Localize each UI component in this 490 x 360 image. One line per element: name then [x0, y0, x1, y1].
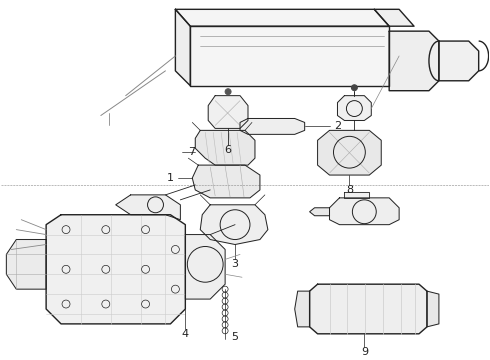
Text: 9: 9	[361, 347, 368, 357]
Polygon shape	[439, 41, 479, 81]
Polygon shape	[190, 26, 389, 86]
Text: 3: 3	[232, 259, 239, 269]
Polygon shape	[192, 165, 260, 198]
Polygon shape	[318, 130, 381, 175]
Polygon shape	[389, 31, 439, 91]
Text: 4: 4	[182, 329, 189, 339]
Polygon shape	[116, 195, 180, 220]
Polygon shape	[208, 96, 248, 129]
Text: 8: 8	[346, 185, 353, 195]
Polygon shape	[175, 9, 389, 26]
Polygon shape	[294, 291, 310, 327]
Text: 2: 2	[334, 121, 341, 131]
Polygon shape	[329, 198, 399, 225]
Circle shape	[351, 85, 357, 91]
Polygon shape	[344, 192, 369, 198]
Text: 7: 7	[188, 147, 196, 157]
Polygon shape	[374, 9, 414, 26]
Text: 6: 6	[224, 145, 232, 155]
Polygon shape	[196, 130, 255, 165]
Polygon shape	[46, 215, 185, 324]
Polygon shape	[185, 235, 225, 299]
Polygon shape	[6, 239, 46, 289]
Polygon shape	[427, 291, 439, 327]
Polygon shape	[310, 208, 329, 216]
Text: 5: 5	[232, 332, 239, 342]
Text: 1: 1	[167, 173, 174, 183]
Polygon shape	[338, 96, 371, 121]
Polygon shape	[310, 284, 427, 334]
Circle shape	[225, 89, 231, 95]
Polygon shape	[175, 9, 190, 86]
Polygon shape	[240, 118, 305, 134]
Polygon shape	[200, 205, 268, 244]
